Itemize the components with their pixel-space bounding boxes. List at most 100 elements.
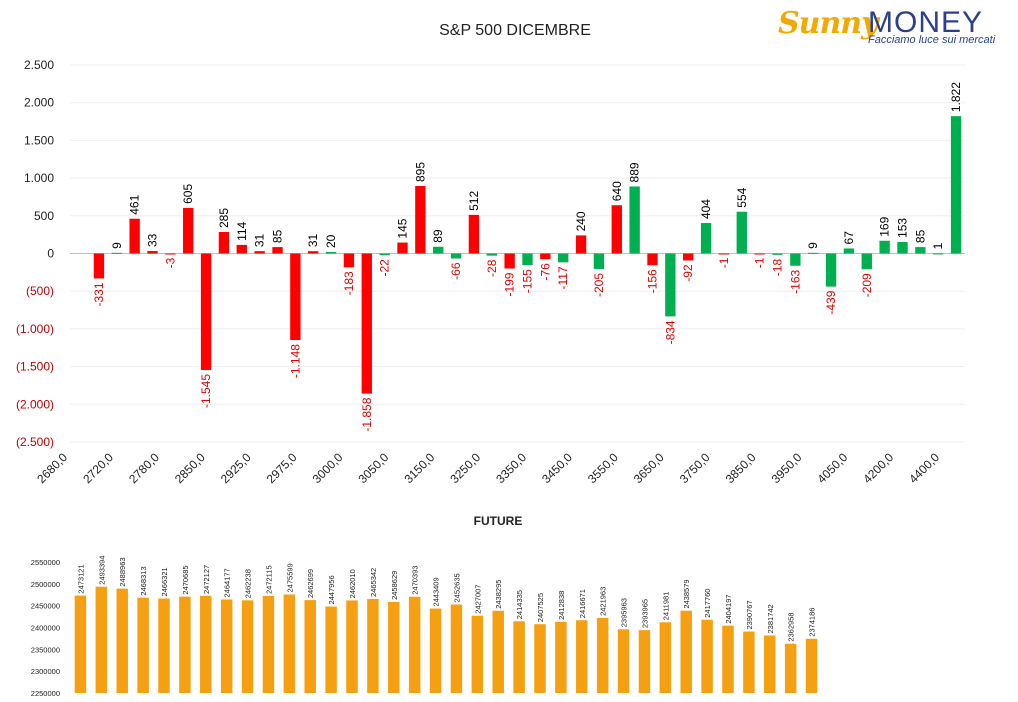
x-tick-label: 2720,0 xyxy=(80,450,116,486)
future-data-label: 2395963 xyxy=(620,598,629,627)
logo-money-text: MONEY xyxy=(868,6,984,39)
future-bar xyxy=(513,621,525,693)
bar xyxy=(433,246,444,254)
bar xyxy=(683,253,694,261)
y-tick-label: 2.000 xyxy=(24,96,54,110)
data-label: -331 xyxy=(92,282,106,306)
future-data-label: 2464177 xyxy=(223,568,232,597)
y-tick-label: (2.500) xyxy=(16,435,54,449)
x-tick-label: 3050,0 xyxy=(356,450,392,486)
data-label: 889 xyxy=(628,162,642,182)
future-data-label: 2438295 xyxy=(494,580,503,609)
future-data-label: 2404197 xyxy=(724,594,733,623)
y-tick-label: (2.000) xyxy=(16,397,54,411)
future-data-label: 2362958 xyxy=(787,612,796,641)
bar xyxy=(790,253,801,266)
future-y-axis-tick-labels: 2550000 2500000 2450000 2400000 2350000 23000… xyxy=(31,558,60,698)
future-bar xyxy=(220,599,233,693)
logo-tagline: Facciamo luce sui mercati xyxy=(868,34,996,46)
data-label: -92 xyxy=(681,264,695,282)
data-label: -209 xyxy=(860,273,874,297)
data-label: 20 xyxy=(324,234,338,248)
bar xyxy=(897,241,908,254)
data-label: -28 xyxy=(485,259,499,277)
future-bar xyxy=(304,600,316,693)
y-axis-tick-labels: 2.500 2.000 1.500 1.000 500 0 (500) (1.000) (1.5… xyxy=(16,58,54,449)
bar xyxy=(861,253,872,270)
data-label: 67 xyxy=(842,231,856,245)
future-data-label: 2411981 xyxy=(661,592,670,621)
bar xyxy=(754,253,765,255)
bar xyxy=(593,253,605,269)
future-chart-title: FUTURE xyxy=(474,514,523,528)
x-tick-label: 3350,0 xyxy=(493,450,529,486)
future-data-label: 2417760 xyxy=(703,589,712,618)
data-label: 85 xyxy=(913,229,927,243)
data-label: 9 xyxy=(110,242,124,249)
data-label: -76 xyxy=(538,263,552,281)
future-data-label: 2443409 xyxy=(432,577,441,606)
future-bar xyxy=(179,596,191,693)
future-bar xyxy=(346,600,358,693)
future-data-label: 2493394 xyxy=(97,556,106,585)
future-bar xyxy=(158,598,170,693)
y-tick-label: 0 xyxy=(47,247,54,261)
future-data-label: 2414335 xyxy=(515,590,524,619)
data-label: 285 xyxy=(217,208,231,228)
bar xyxy=(200,253,212,370)
bar xyxy=(325,251,337,254)
y-tick-label: 1.500 xyxy=(24,133,54,147)
future-bar xyxy=(241,600,254,693)
future-bar-chart: FUTURE 2550000 2500000 2450000 2400000 23500… xyxy=(31,514,818,698)
future-bar xyxy=(367,598,379,693)
y-tick-label: (500) xyxy=(26,284,54,298)
bar xyxy=(450,253,462,259)
bar xyxy=(540,253,551,260)
x-tick-label: 2975,0 xyxy=(264,450,300,486)
data-label: 31 xyxy=(306,233,320,247)
future-bar xyxy=(388,601,400,693)
future-bar xyxy=(74,595,87,693)
bar xyxy=(629,186,640,254)
y-tick-label: 1.000 xyxy=(24,171,54,185)
bar xyxy=(183,207,194,254)
bar xyxy=(397,242,408,254)
x-tick-label: 2680,0 xyxy=(34,450,70,486)
future-bar xyxy=(743,631,755,693)
bar xyxy=(808,252,819,254)
y-tick-label: 2.500 xyxy=(24,58,54,72)
y-tick-label: 500 xyxy=(34,209,54,223)
future-data-label: 2447956 xyxy=(327,575,336,604)
data-label: 404 xyxy=(699,199,713,219)
bar xyxy=(343,253,355,268)
sp500-options-bar-chart: S&P 500 DICEMBRE 2.500 2.000 1.500 1.000 500… xyxy=(16,22,965,486)
future-data-label: 2462699 xyxy=(306,569,315,598)
bar xyxy=(218,232,230,254)
bar xyxy=(361,253,372,394)
x-tick-label: 4050,0 xyxy=(814,450,850,486)
sunny-money-logo: Sunny MONEY Facciamo luce sui mercati xyxy=(772,4,1012,50)
future-bar xyxy=(137,597,149,693)
future-bar xyxy=(116,588,128,693)
future-data-label: 2407525 xyxy=(536,593,545,622)
data-label: -163 xyxy=(788,269,802,293)
x-tick-label: 4200,0 xyxy=(860,450,896,486)
data-label: 33 xyxy=(146,233,160,247)
future-data-label: 2393965 xyxy=(640,599,649,628)
data-label: 461 xyxy=(128,194,142,214)
bar xyxy=(575,235,587,254)
bar xyxy=(486,253,497,256)
data-label: -1.545 xyxy=(199,374,213,408)
future-bar xyxy=(576,620,588,693)
future-bar xyxy=(764,635,776,693)
x-tick-label: 3550,0 xyxy=(585,450,621,486)
bar xyxy=(915,247,926,254)
future-bar xyxy=(638,630,651,693)
future-bar xyxy=(200,596,212,693)
future-data-label: 2472115 xyxy=(264,565,273,594)
bar xyxy=(825,253,837,287)
x-tick-label: 3850,0 xyxy=(723,450,759,486)
bar xyxy=(308,251,319,254)
bar xyxy=(254,251,265,254)
future-y-tick-label: 2300000 xyxy=(31,667,60,676)
